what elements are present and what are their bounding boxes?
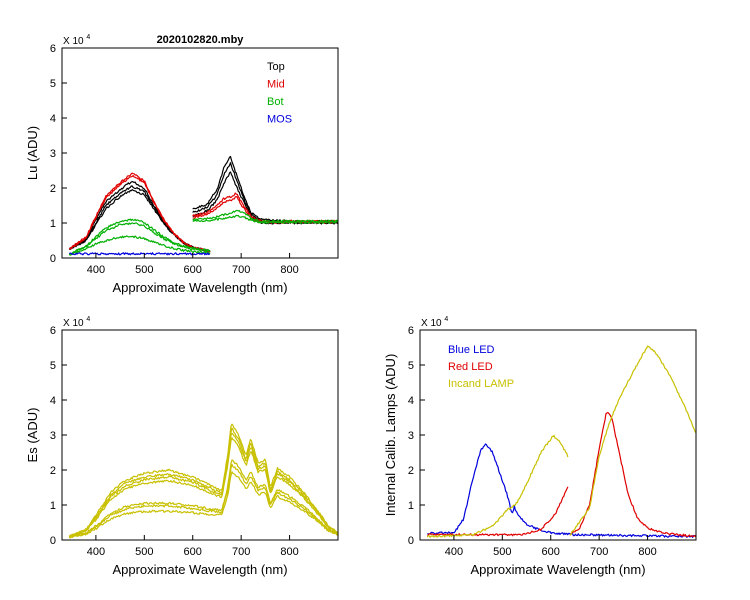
- x-tick-label: 600: [184, 546, 202, 558]
- series-line-bot-10: [69, 218, 211, 255]
- y-tick-label: 1: [50, 218, 56, 230]
- series-group: [68, 423, 338, 539]
- y-tick-label: 2: [50, 183, 56, 195]
- y-tick-label: 5: [408, 360, 414, 372]
- series-line-es-2: [68, 432, 338, 538]
- series-group: [426, 345, 696, 539]
- x-tick-label: 400: [87, 546, 105, 558]
- y-tick-label: 0: [50, 535, 56, 547]
- y-tick-label: 3: [50, 430, 56, 442]
- legend-entry-red-led: Red LED: [448, 361, 493, 373]
- y-axis-label: Internal Calib. Lamps (ADU): [383, 354, 398, 517]
- y-axis-label: Lu (ADU): [25, 126, 40, 180]
- x-tick-label: 700: [590, 546, 608, 558]
- x-tick-label: 400: [87, 264, 105, 276]
- series-line-top-1: [69, 185, 211, 253]
- x-tick-label: 700: [232, 546, 250, 558]
- y-tick-label: 4: [408, 395, 414, 407]
- x-tick-label: 800: [280, 546, 298, 558]
- series-line-mid-7: [68, 175, 211, 252]
- legend-entry-bot: Bot: [267, 96, 284, 108]
- legend-entry-mos: MOS: [267, 114, 292, 126]
- y-tick-label: 1: [408, 500, 414, 512]
- x-axis-label: Approximate Wavelength (nm): [470, 562, 645, 577]
- y-tick-label: 0: [408, 535, 414, 547]
- legend-entry-incand-lamp: Incand LAMP: [448, 378, 514, 390]
- y-tick-label: 2: [50, 465, 56, 477]
- y-tick-label: 5: [50, 78, 56, 90]
- x-tick-label: 600: [542, 546, 560, 558]
- x-tick-label: 600: [184, 264, 202, 276]
- y-tick-label: 4: [50, 395, 56, 407]
- series-line-es-0: [68, 423, 338, 538]
- series-line-top-3: [192, 155, 338, 223]
- series-line-es-5: [68, 463, 338, 539]
- plot-frame: [61, 329, 339, 541]
- y-tick-label: 6: [50, 43, 56, 55]
- x-tick-label: 800: [638, 546, 656, 558]
- y-tick-label: 3: [50, 148, 56, 160]
- series-line-mos-15: [69, 252, 211, 256]
- legend-entry-mid: Mid: [267, 79, 285, 91]
- x-axis-label: Approximate Wavelength (nm): [112, 280, 287, 295]
- x-tick-label: 800: [280, 264, 298, 276]
- y-exponent-label: X 10: [63, 36, 84, 47]
- series-line-es-6: [68, 471, 338, 539]
- legend-entry-blue-led: Blue LED: [448, 344, 495, 356]
- series-line-es-4: [68, 459, 338, 538]
- series-line-bot-13: [192, 209, 338, 223]
- y-tick-label: 6: [50, 325, 56, 337]
- series-line-red-led-1: [427, 486, 569, 537]
- y-exponent-power: 4: [86, 34, 90, 41]
- y-exponent-power: 4: [444, 316, 448, 323]
- y-tick-label: 0: [50, 253, 56, 265]
- y-exponent-power: 4: [86, 316, 90, 323]
- chart-title: 2020102820.mby: [157, 34, 245, 46]
- y-exponent-label: X 10: [421, 318, 442, 329]
- series-line-bot-14: [192, 214, 338, 224]
- y-axis-label: Es (ADU): [25, 408, 40, 463]
- y-tick-label: 2: [408, 465, 414, 477]
- series-line-bot-11: [68, 222, 211, 255]
- y-tick-label: 3: [408, 430, 414, 442]
- y-tick-label: 1: [50, 500, 56, 512]
- x-tick-label: 700: [232, 264, 250, 276]
- series-group: [68, 155, 338, 256]
- series-line-incand-lamp-3: [426, 435, 569, 538]
- series-line-mid-6: [68, 172, 211, 253]
- series-line-incand-lamp-4: [569, 345, 696, 536]
- x-tick-label: 500: [493, 546, 511, 558]
- series-line-es-3: [69, 437, 338, 538]
- x-tick-label: 500: [135, 546, 153, 558]
- y-tick-label: 6: [408, 325, 414, 337]
- y-tick-label: 5: [50, 360, 56, 372]
- legend-entry-top: Top: [267, 61, 285, 73]
- x-tick-label: 400: [445, 546, 463, 558]
- series-line-blue-led-0: [427, 443, 696, 539]
- y-tick-label: 4: [50, 113, 56, 125]
- x-axis-label: Approximate Wavelength (nm): [112, 562, 287, 577]
- series-line-bot-12: [68, 235, 211, 256]
- series-line-top-2: [69, 189, 210, 253]
- y-exponent-label: X 10: [63, 318, 84, 329]
- plot-frame: [61, 47, 339, 259]
- x-tick-label: 500: [135, 264, 153, 276]
- series-line-red-led-2: [569, 411, 696, 538]
